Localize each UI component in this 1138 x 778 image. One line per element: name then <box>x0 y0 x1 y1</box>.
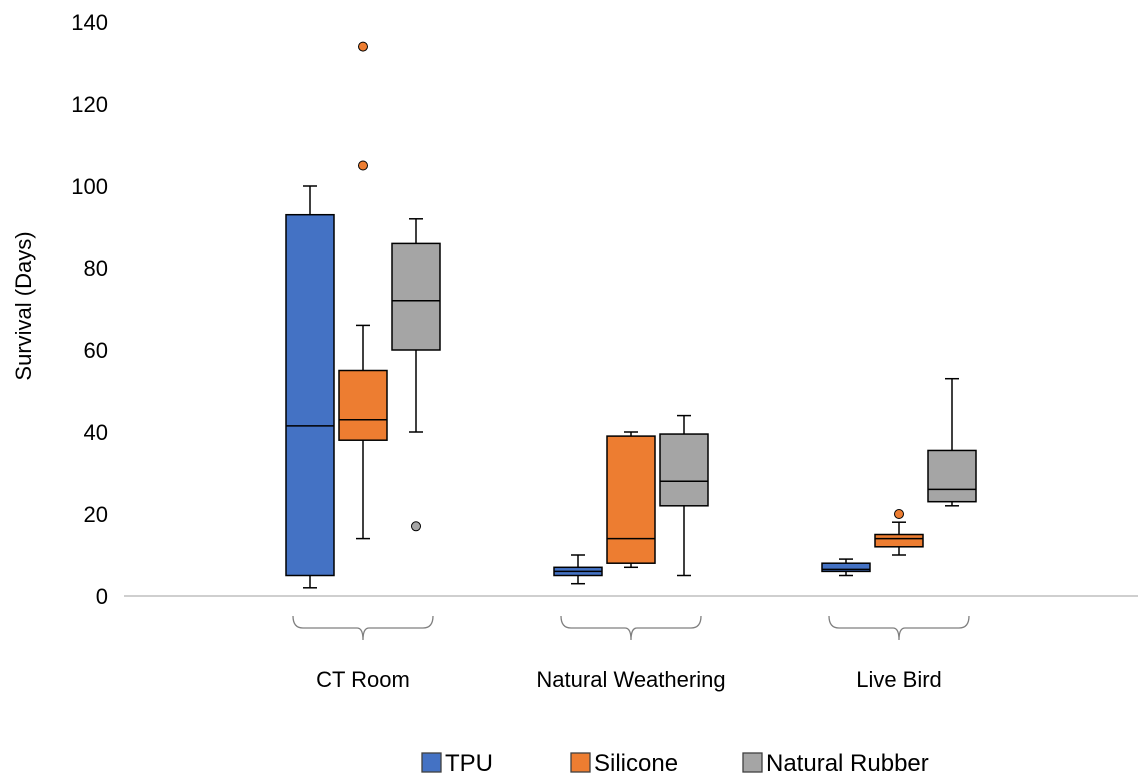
category-label: CT Room <box>316 667 410 692</box>
category-label: Natural Weathering <box>536 667 725 692</box>
box-iqr <box>927 449 977 503</box>
box-group <box>659 414 709 577</box>
box-group <box>821 558 871 577</box>
box-iqr <box>391 242 441 351</box>
box-group <box>606 431 656 569</box>
box-group <box>927 377 977 507</box>
boxes-layer <box>285 41 977 589</box>
y-tick-label: 0 <box>96 584 108 609</box>
box-group <box>391 218 441 532</box>
box-iqr <box>285 213 335 577</box>
outlier-point <box>358 160 368 171</box>
category-brace <box>292 615 434 641</box>
box-group <box>874 509 924 556</box>
y-tick-label: 100 <box>71 174 108 199</box>
category-groups: CT Room Natural Weathering Live Bird <box>292 615 970 692</box>
box-iqr <box>821 562 871 573</box>
y-tick-label: 120 <box>71 92 108 117</box>
legend-label: Silicone <box>594 750 678 777</box>
box-group <box>285 185 335 589</box>
legend-swatch <box>421 752 442 773</box>
legend-label: TPU <box>445 750 493 777</box>
y-tick-label: 140 <box>71 10 108 35</box>
box-group <box>338 41 388 540</box>
y-axis-title: Survival (Days) <box>11 231 36 380</box>
category-label: Live Bird <box>856 667 942 692</box>
box-group <box>553 554 603 585</box>
box-iqr <box>338 369 388 441</box>
legend: TPU Silicone Natural Rubber <box>421 750 929 777</box>
box-iqr <box>874 533 924 548</box>
category-brace <box>828 615 970 641</box>
legend-swatch <box>570 752 591 773</box>
y-tick-label: 20 <box>84 502 108 527</box>
category-brace <box>560 615 702 641</box>
y-axis-ticks: 0 20 40 60 80 100 120 140 <box>71 10 108 609</box>
outlier-point <box>411 521 421 532</box>
legend-swatch <box>742 752 763 773</box>
outlier-point <box>358 41 368 52</box>
y-tick-label: 40 <box>84 420 108 445</box>
box-iqr <box>659 433 709 507</box>
y-tick-label: 80 <box>84 256 108 281</box>
legend-label: Natural Rubber <box>766 750 929 777</box>
box-iqr <box>606 435 656 564</box>
outlier-point <box>894 509 904 519</box>
y-tick-label: 60 <box>84 338 108 363</box>
